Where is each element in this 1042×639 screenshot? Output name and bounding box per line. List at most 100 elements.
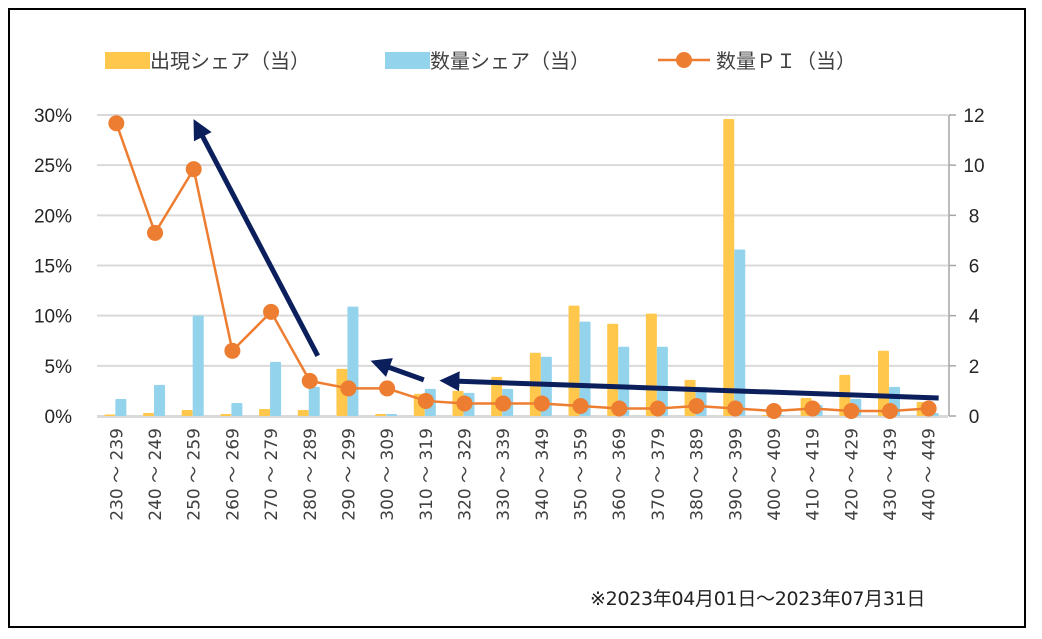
x-tick-label: 430 ～ 439 bbox=[881, 428, 901, 521]
pi-line-marker bbox=[804, 400, 821, 417]
legend-label: 数量シェア（当） bbox=[430, 49, 590, 73]
pi-line-marker bbox=[572, 397, 589, 414]
pi-line-marker bbox=[920, 400, 937, 417]
pi-line-marker bbox=[843, 402, 860, 419]
x-tick-label: 260 ～ 269 bbox=[223, 428, 243, 521]
bars bbox=[104, 119, 939, 416]
pi-line-marker bbox=[611, 400, 628, 417]
y2-tick-label: 12 bbox=[963, 106, 984, 127]
pi-line-marker bbox=[495, 395, 512, 412]
x-tick-label: 420 ～ 429 bbox=[842, 428, 862, 521]
pi-line-marker bbox=[765, 402, 782, 419]
x-tick-label: 440 ～ 449 bbox=[920, 428, 940, 521]
bar-quantity-share bbox=[618, 346, 630, 416]
x-tick-label: 300 ～ 309 bbox=[378, 428, 398, 521]
bar-appearance-share bbox=[220, 413, 232, 416]
x-tick-label: 400 ～ 409 bbox=[765, 428, 785, 521]
axes bbox=[97, 114, 956, 418]
bar-quantity-share bbox=[115, 398, 127, 416]
bar-appearance-share bbox=[104, 414, 116, 416]
pi-line-marker bbox=[263, 303, 280, 320]
x-tick-label: 310 ～ 319 bbox=[417, 428, 437, 521]
bar-quantity-share bbox=[192, 315, 204, 416]
y-tick-label: 0% bbox=[45, 407, 73, 428]
bar-quantity-share bbox=[154, 384, 166, 416]
y2-tick-label: 10 bbox=[963, 156, 984, 177]
x-tick-label: 250 ～ 259 bbox=[185, 428, 205, 521]
y-axis-left-ticks: 0% 5% 10% 15% 20% 25% 30% bbox=[34, 106, 72, 428]
bar-appearance-share bbox=[181, 409, 193, 416]
pi-line-marker bbox=[108, 115, 125, 132]
x-tick-label: 330 ～ 339 bbox=[494, 428, 514, 521]
x-tick-label: 360 ～ 369 bbox=[610, 428, 630, 521]
bar-quantity-share bbox=[579, 321, 591, 416]
x-tick-label: 380 ～ 389 bbox=[688, 428, 708, 521]
bar-appearance-share bbox=[645, 313, 657, 416]
pi-line-marker bbox=[301, 372, 318, 389]
annotation-arrows bbox=[193, 119, 939, 401]
legend-item: 数量ＰＩ（当） bbox=[658, 49, 856, 73]
trend-arrow bbox=[193, 119, 320, 357]
legend-swatch-appearance-share bbox=[105, 52, 150, 69]
bar-appearance-share bbox=[723, 119, 735, 416]
y-tick-label: 15% bbox=[34, 257, 72, 278]
legend-item: 出現シェア（当） bbox=[105, 49, 310, 73]
pi-line-marker bbox=[727, 400, 744, 417]
bar-appearance-share bbox=[877, 350, 889, 416]
y-tick-label: 25% bbox=[34, 156, 72, 177]
bar-quantity-share bbox=[270, 361, 282, 416]
x-axis-ticks: 230 ～ 239 240 ～ 249 250 ～ 259 260 ～ 269 270 … bbox=[107, 428, 939, 521]
pi-line-marker bbox=[688, 397, 705, 414]
pi-line-marker bbox=[456, 395, 473, 412]
legend-item: 数量シェア（当） bbox=[385, 49, 590, 73]
pi-line-marker bbox=[185, 161, 202, 178]
bar-appearance-share bbox=[607, 323, 619, 416]
y2-tick-label: 4 bbox=[969, 307, 980, 328]
bar-appearance-share bbox=[568, 305, 580, 416]
legend-swatch-quantity-share bbox=[385, 52, 430, 69]
legend-label: 数量ＰＩ（当） bbox=[716, 49, 856, 73]
x-tick-label: 370 ～ 379 bbox=[649, 428, 669, 521]
date-range-footnote: ※2023年04月01日～2023年07月31日 bbox=[590, 588, 926, 610]
bar-quantity-share bbox=[231, 402, 243, 416]
pi-line-marker bbox=[649, 400, 666, 417]
gridlines bbox=[97, 114, 948, 417]
pi-line-marker bbox=[379, 380, 396, 397]
pi-line-marker bbox=[533, 395, 550, 412]
y-axis-right-ticks: 0 2 4 6 8 10 12 bbox=[963, 106, 984, 428]
bar-appearance-share bbox=[297, 409, 309, 416]
bar-appearance-share bbox=[143, 412, 155, 416]
x-tick-label: 390 ～ 399 bbox=[726, 428, 746, 521]
pi-line-path bbox=[115, 122, 929, 413]
trend-arrow bbox=[370, 358, 425, 383]
x-tick-label: 320 ～ 329 bbox=[455, 428, 475, 521]
pi-line-marker bbox=[417, 392, 434, 409]
x-tick-label: 280 ～ 289 bbox=[301, 428, 321, 521]
x-tick-label: 340 ～ 349 bbox=[533, 428, 553, 521]
pi-line-marker bbox=[224, 342, 241, 359]
bar-quantity-share bbox=[308, 386, 320, 416]
legend-swatch-marker bbox=[676, 52, 692, 68]
y2-tick-label: 0 bbox=[969, 407, 980, 428]
pi-line bbox=[108, 115, 937, 419]
y2-tick-label: 2 bbox=[969, 357, 980, 378]
bar-appearance-share bbox=[259, 408, 271, 416]
y-tick-label: 30% bbox=[34, 106, 72, 127]
pi-line-marker bbox=[147, 224, 164, 241]
bar-quantity-share bbox=[656, 346, 668, 416]
y-tick-label: 10% bbox=[34, 307, 72, 328]
x-tick-label: 350 ～ 359 bbox=[572, 428, 592, 521]
chart-frame bbox=[8, 8, 1026, 628]
y2-tick-label: 6 bbox=[969, 257, 980, 278]
x-tick-label: 290 ～ 299 bbox=[339, 428, 359, 521]
legend-label: 出現シェア（当） bbox=[150, 49, 310, 73]
bar-quantity-share bbox=[386, 413, 398, 416]
bar-quantity-share bbox=[347, 306, 359, 416]
y2-tick-label: 8 bbox=[969, 206, 980, 227]
trend-arrow bbox=[439, 371, 939, 401]
legend: 出現シェア（当） 数量シェア（当） 数量ＰＩ（当） bbox=[105, 49, 856, 73]
x-tick-label: 240 ～ 249 bbox=[146, 428, 166, 521]
pi-line-marker bbox=[881, 402, 898, 419]
x-tick-label: 230 ～ 239 bbox=[107, 428, 127, 521]
